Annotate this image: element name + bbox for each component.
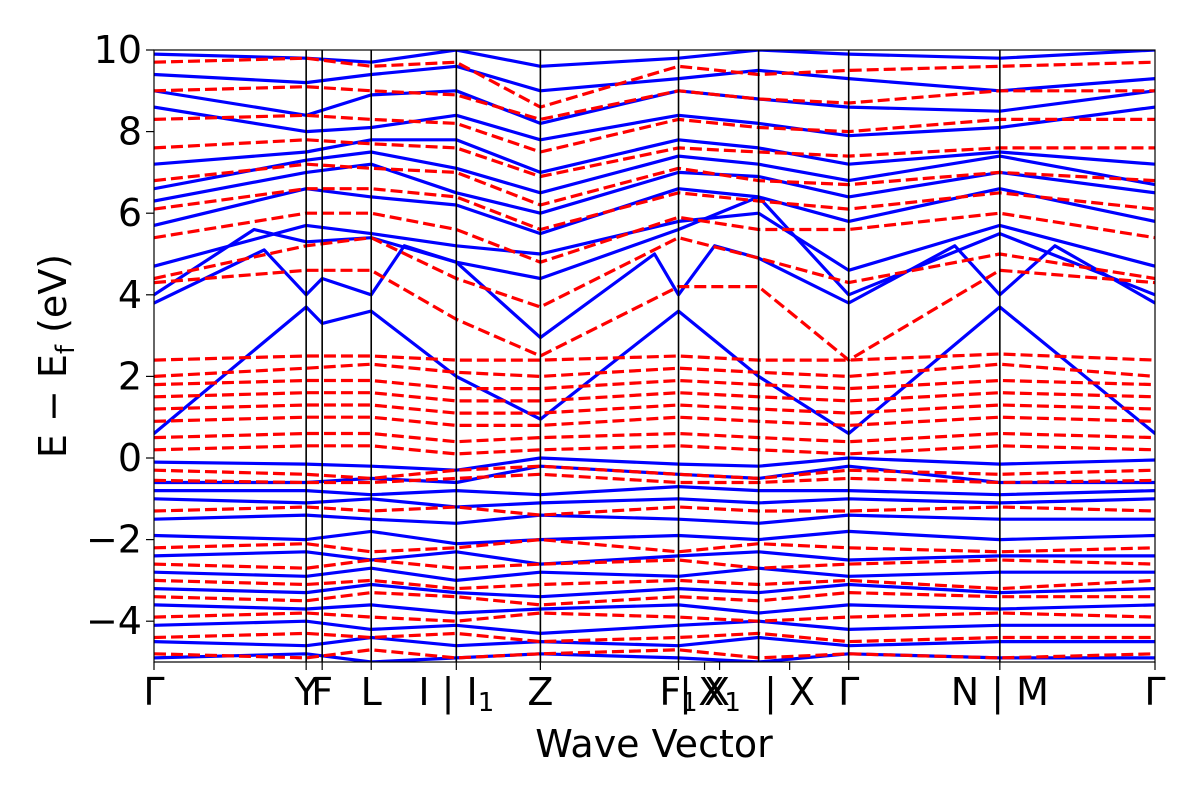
y-axis-label-sub: f — [51, 344, 81, 354]
y-tick-label: 8 — [118, 110, 142, 154]
dashed-band-line-10 — [154, 268, 1155, 362]
solid-band-line-3 — [154, 211, 1155, 272]
dashed-band-line-21 — [154, 558, 1155, 570]
y-tick-label: 2 — [118, 354, 142, 398]
solid-band-line-9 — [154, 89, 1155, 125]
dashed-band-line-16 — [154, 113, 1155, 154]
y-axis-label-unit: (eV) — [31, 254, 75, 345]
y-tick-label: 6 — [118, 191, 142, 235]
dashed-band-line-0 — [154, 352, 1155, 362]
dashed-band-line-11 — [154, 236, 1155, 309]
y-tick-label: 10 — [94, 28, 142, 72]
solid-band-line-8 — [154, 105, 1155, 142]
solid-band-line-5 — [154, 162, 1155, 215]
x-tick-label-4: I | I1 — [418, 670, 494, 718]
dashed-band-line-25 — [154, 631, 1155, 644]
solid-band-line-16 — [154, 513, 1155, 525]
y-axis-ticks: −4 −2 0 2 4 6 8 10 — [86, 28, 154, 643]
y-axis-label: E − Ef (eV) — [31, 254, 81, 458]
solid-band-line-19 — [154, 566, 1155, 582]
y-tick-label: 0 — [118, 436, 142, 480]
dashed-band-line-17 — [154, 85, 1155, 121]
dashed-band-line-15 — [154, 138, 1155, 179]
dashed-band-line-22 — [154, 578, 1155, 591]
solid-band-line-1 — [154, 244, 1155, 340]
x-tick-label-2: F — [311, 670, 333, 714]
x-tick-label-10: Γ — [838, 670, 859, 714]
dashed-band-line-7 — [154, 444, 1155, 456]
solid-band-line-21 — [154, 603, 1155, 615]
solid-band-line-22 — [154, 619, 1155, 635]
x-tick-label-6: F1 — [659, 670, 697, 718]
kpath-vlines — [305, 50, 1001, 662]
x-tick-label-5: Z — [527, 670, 553, 714]
solid-band-line-20 — [154, 582, 1155, 599]
y-tick-label: −4 — [86, 599, 142, 643]
solid-band-line-11 — [154, 50, 1155, 68]
x-tick-label-9: | X — [764, 670, 815, 715]
solid-band-line-17 — [154, 529, 1155, 546]
dashed-band-line-4 — [154, 403, 1155, 415]
solid-band-line-14 — [154, 485, 1155, 497]
dashed-band-line-19 — [154, 505, 1155, 517]
dashed-band-line-18 — [154, 56, 1155, 109]
solid-band-line-23 — [154, 635, 1155, 648]
x-tick-label-3: L — [361, 670, 382, 714]
dashed-band-line-3 — [154, 391, 1155, 403]
y-tick-label: 4 — [118, 273, 142, 317]
y-axis-label-main: E − E — [31, 354, 75, 458]
solid-band-line-7 — [154, 138, 1155, 174]
dashed-band-line-1 — [154, 362, 1155, 378]
dashed-band-line-23 — [154, 591, 1155, 607]
dashed-band-line-13 — [154, 187, 1155, 232]
dashed-band-line-14 — [154, 162, 1155, 207]
x-tick-label-12: Γ — [1144, 670, 1165, 714]
x-tick-label-11: N | M — [951, 670, 1049, 715]
x-tick-label-0: Γ — [143, 670, 164, 714]
dashed-band-line-9 — [154, 472, 1155, 485]
solid-band-line-6 — [154, 150, 1155, 195]
solid-band-line-12 — [154, 456, 1155, 472]
x-tick-label-1: Y — [294, 670, 319, 714]
x-axis-label: Wave Vector — [535, 722, 773, 766]
dashed-band-line-26 — [154, 648, 1155, 660]
solid-band-line-10 — [154, 64, 1155, 93]
solid-band-line-18 — [154, 550, 1155, 566]
y-tick-label: −2 — [86, 518, 142, 562]
dashed-band-line-5 — [154, 415, 1155, 427]
x-tick-label-8: X1 — [698, 670, 741, 718]
bands-layer — [154, 50, 1155, 662]
dashed-band-line-12 — [154, 211, 1155, 264]
dashed-band-line-24 — [154, 611, 1155, 623]
plot-frame — [153, 49, 1156, 663]
dashed-band-line-20 — [154, 538, 1155, 554]
solid-band-line-13 — [154, 464, 1155, 485]
x-tick-label-7: | X — [679, 670, 730, 715]
dashed-band-line-2 — [154, 378, 1155, 391]
solid-band-line-15 — [154, 497, 1155, 509]
dashed-band-line-6 — [154, 431, 1155, 444]
dashed-band-line-8 — [154, 464, 1155, 480]
